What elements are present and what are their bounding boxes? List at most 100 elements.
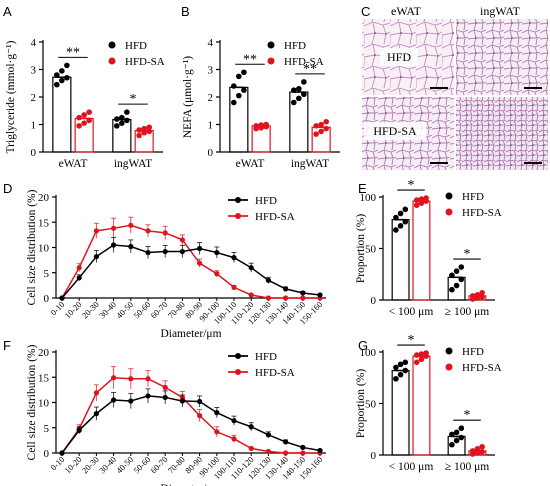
- y-tick-label: 0: [31, 147, 37, 159]
- bar: [391, 369, 410, 456]
- y-axis-label: NEFA (μmol·g⁻¹): [182, 56, 194, 138]
- data-point: [248, 265, 254, 271]
- legend-swatch-marker: [235, 213, 241, 219]
- y-tick-label: 5: [44, 423, 50, 435]
- significance-label: **: [66, 45, 80, 60]
- data-point: [413, 359, 420, 366]
- data-point: [393, 364, 399, 371]
- data-point: [197, 260, 203, 266]
- y-tick-label: 5: [44, 268, 50, 280]
- significance-label: **: [303, 62, 317, 77]
- panel-letter-c: C: [361, 4, 370, 19]
- data-point: [469, 448, 476, 454]
- x-tick-label: ingWAT: [114, 158, 152, 170]
- data-point: [258, 122, 264, 128]
- data-point: [291, 87, 297, 93]
- data-point: [54, 72, 60, 78]
- data-point: [76, 275, 82, 281]
- data-point: [241, 87, 247, 93]
- data-point: [263, 121, 270, 128]
- data-point: [393, 227, 399, 233]
- y-tick-label: 4: [31, 37, 37, 49]
- data-point: [214, 271, 220, 277]
- x-tick-label: 50-60: [131, 454, 152, 475]
- legend-label: HFD: [125, 40, 147, 52]
- data-point: [301, 79, 307, 85]
- data-point: [231, 436, 237, 442]
- x-tick-label: ingWAT: [291, 158, 329, 170]
- data-point: [214, 410, 220, 416]
- data-point: [248, 424, 254, 430]
- y-tick-label: 1: [31, 120, 37, 132]
- data-point: [479, 449, 485, 455]
- data-point: [197, 413, 203, 419]
- data-point: [114, 116, 120, 122]
- panel-letter-g: G: [358, 338, 368, 353]
- data-point: [413, 352, 420, 358]
- data-point: [418, 356, 425, 363]
- data-point: [318, 121, 324, 128]
- data-point: [81, 120, 87, 126]
- data-point: [124, 109, 130, 115]
- data-point: [413, 197, 420, 203]
- data-point: [86, 109, 92, 115]
- data-point: [458, 276, 465, 283]
- data-point: [397, 361, 404, 368]
- x-tick-label: 40-50: [114, 454, 135, 475]
- data-point: [111, 397, 117, 403]
- data-point: [397, 210, 404, 217]
- significance-label: *: [408, 178, 415, 193]
- data-point: [313, 131, 319, 137]
- data-point: [59, 295, 65, 301]
- x-tick-label: ≥ 100 μm: [445, 306, 489, 318]
- data-point: [265, 432, 271, 438]
- y-axis-label: Cell size distribution (%): [26, 344, 38, 460]
- data-point: [323, 125, 330, 132]
- data-point: [179, 398, 185, 404]
- data-point: [402, 367, 409, 374]
- data-point: [128, 222, 134, 228]
- y-tick-label: 15: [38, 217, 50, 229]
- data-point: [253, 123, 259, 129]
- data-point: [197, 398, 203, 405]
- x-tick-label: 50-60: [131, 299, 152, 320]
- data-point: [145, 228, 151, 234]
- y-tick-label: 0: [208, 147, 214, 159]
- data-point: [458, 434, 465, 441]
- data-point: [93, 411, 99, 417]
- data-point: [283, 439, 289, 445]
- data-point: [124, 117, 130, 124]
- data-point: [136, 132, 142, 139]
- data-point: [479, 443, 485, 450]
- x-tick-label: 70-80: [166, 299, 187, 320]
- histology-col-ewat: eWAT: [391, 4, 422, 18]
- data-point: [397, 223, 404, 229]
- legend-swatch-marker: [108, 57, 116, 65]
- data-point: [265, 295, 271, 301]
- data-point: [393, 214, 399, 221]
- data-point: [283, 450, 289, 456]
- data-point: [145, 249, 151, 256]
- data-point: [231, 284, 237, 290]
- data-point: [119, 114, 125, 121]
- x-tick-label: 60-70: [149, 299, 170, 320]
- data-point: [162, 394, 168, 401]
- data-point: [162, 384, 168, 390]
- data-point: [146, 124, 152, 131]
- series-line: [61, 244, 321, 299]
- data-point: [300, 450, 306, 456]
- data-point: [141, 125, 147, 132]
- data-point: [449, 272, 455, 279]
- legend-label: HFD-SA: [255, 367, 295, 379]
- data-point: [265, 448, 271, 455]
- data-point: [474, 292, 481, 298]
- data-point: [59, 450, 65, 456]
- row-label-bg-hfdsa: [364, 122, 426, 140]
- data-point: [128, 243, 134, 250]
- data-point: [301, 91, 307, 98]
- y-tick-label: 20: [38, 192, 50, 204]
- data-point: [402, 218, 409, 225]
- data-point: [64, 74, 70, 81]
- data-point: [111, 225, 117, 231]
